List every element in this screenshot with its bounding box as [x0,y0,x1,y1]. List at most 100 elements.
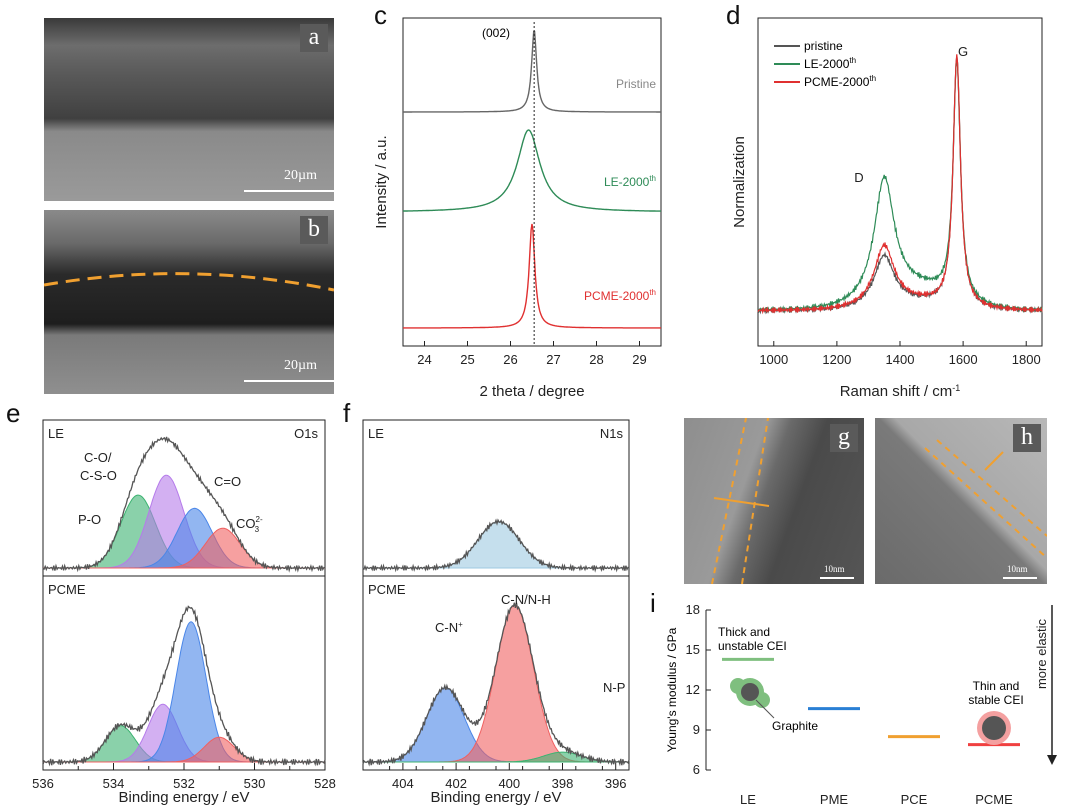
x-tick-label: 404 [392,776,414,791]
annotation-thin: Thin and [973,679,1020,693]
legend-pristine-d: pristine [804,39,843,53]
legend-pcme-d: PCME-2000th [804,74,876,89]
cei-boundary-g [711,418,770,584]
scale-bar-h [1003,577,1037,579]
annotation-graphite: Graphite [772,719,818,733]
y-tick-label-i: 6 [693,762,700,777]
xlabel-f: Binding energy / eV [431,789,562,806]
xps-o1s-chart: e 536 534 532 530 528 LE PCME O1s P-O C-O/ C… [6,400,336,806]
tem-image-g: g 10nm [684,418,864,584]
legend-pcme-c: PCME-2000th [584,288,656,303]
peak-label-co3: CO2-3 [236,515,263,534]
plot-frame-d [757,17,1043,347]
x-tick-label-c: 28 [589,352,603,367]
xlabel-e: Binding energy / eV [119,789,250,806]
subplot-label-le-f: LE [368,426,384,441]
legend-d: pristine LE-2000th PCME-2000th [774,39,876,89]
x-tick-label-d: 1600 [949,352,978,367]
xlabel-c: 2 theta / degree [479,383,584,400]
panel-tag-b: b [300,216,328,244]
title-e: O1s [294,426,318,441]
series-line-d-0 [757,55,1043,315]
series-line-1 [403,129,661,212]
subplot-label-pcme-e: PCME [48,582,86,597]
scale-label-h: 10nm [1007,564,1028,574]
series-line-d-2 [757,54,1043,315]
x-tick-label: 534 [103,776,125,791]
category-label-le: LE [740,792,756,807]
x-tick-label-d: 1800 [1012,352,1041,367]
sem-image-a: a 20µm [44,18,334,201]
peak-label-co2: C-S-O [80,468,117,483]
x-tick-label-c: 25 [460,352,474,367]
x-tick-label: 530 [244,776,266,791]
annotation-thick: Thick and [718,625,770,639]
subplot-label-pcme-f: PCME [368,582,406,597]
tem-image-h: h 10nm [875,418,1047,584]
title-f: N1s [600,426,624,441]
panel-letter-e: e [6,400,20,428]
scale-label-g: 10nm [824,564,845,574]
x-tick-label: 528 [314,776,336,791]
x-tick-label-c: 29 [632,352,646,367]
ylabel-d: Normalization [731,136,748,228]
subplot-label-le-e: LE [48,426,64,441]
envelope-1 [362,602,630,767]
x-tick-label: 532 [173,776,195,791]
peak-label-g: G [958,44,968,59]
x-tick-label-d: 1400 [886,352,915,367]
plot-frame-c [402,17,662,347]
raman-chart: d 1000 1200 1400 1600 1800 pristine LE-2000t… [726,0,1043,400]
series-line-0 [403,30,661,113]
peak-label-ceo: C=O [214,474,241,489]
cei-boundary-h [924,439,1047,559]
x-tick-label: 536 [32,776,54,791]
xlabel-d: Raman shift / cm-1 [840,383,961,400]
x-tick-label: 398 [552,776,574,791]
panel-tag-a: a [300,24,328,52]
annotation-stable: stable CEI [968,693,1023,707]
category-label-pme: PME [820,792,849,807]
peak-label-d: D [854,170,863,185]
sem-image-b: b 20µm [44,210,334,394]
graphite-pointer [755,699,775,719]
panel-tag-h: h [1013,424,1041,452]
graphite-cei-thin-icon [977,711,1011,745]
peak-area-0-0 [363,521,629,569]
annotation-elastic: more elastic [1034,618,1049,689]
y-tick-label-i: 9 [693,722,700,737]
peak-annotation-002: (002) [482,26,510,40]
x-tick-label-d: 1200 [822,352,851,367]
xps-n1s-chart: f 404 402 400 398 396 LE PCME N1s C-N+ C-N/N… [343,400,630,806]
y-tick-label-i: 12 [686,682,700,697]
youngs-modulus-chart: i 6 9 12 15 18 LE PME PCE PCME Thick and unstab… [650,590,1057,807]
ylabel-c: Intensity / a.u. [373,135,390,228]
interface-dashed-line [44,272,334,292]
x-tick-label-c: 26 [503,352,517,367]
scale-bar-a [244,190,334,192]
peak-label-np: N-P [603,680,625,695]
peak-label-cn: C-N+ [435,620,463,635]
x-tick-label: 402 [445,776,467,791]
series-line-2 [403,223,661,329]
x-tick-label-d: 1000 [759,352,788,367]
peak-label-co1: C-O/ [84,450,112,465]
legend-le-c: LE-2000th [604,174,656,189]
envelope-1 [42,605,326,767]
series-line-d-1 [757,60,1043,314]
arrow-head-icon [1047,755,1057,765]
graphite-cei-thick-icon [730,678,770,708]
y-tick-label-i: 18 [686,602,700,617]
xrd-chart: c 24 25 26 27 28 29 (002) Pristine LE-2000th … [373,0,662,400]
panel-tag-g: g [830,424,858,452]
peak-area-1-2 [43,621,325,763]
envelope-0 [42,436,326,573]
x-tick-label-c: 24 [417,352,431,367]
panel-letter-f: f [343,400,351,428]
legend-le-d: LE-2000th [804,56,856,71]
panel-letter-d: d [726,0,740,30]
legend-pristine-c: Pristine [616,77,656,91]
y-tick-label-i: 15 [686,642,700,657]
x-tick-label: 400 [498,776,520,791]
scale-label-b: 20µm [284,358,317,373]
